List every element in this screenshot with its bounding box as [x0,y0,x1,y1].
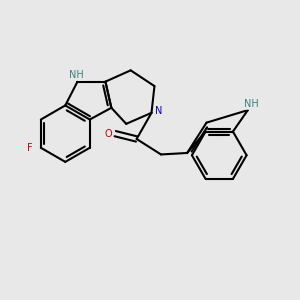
Text: NH: NH [244,99,259,109]
Text: O: O [105,129,112,139]
Text: NH: NH [69,70,83,80]
Text: F: F [27,143,32,153]
Text: N: N [155,106,163,116]
